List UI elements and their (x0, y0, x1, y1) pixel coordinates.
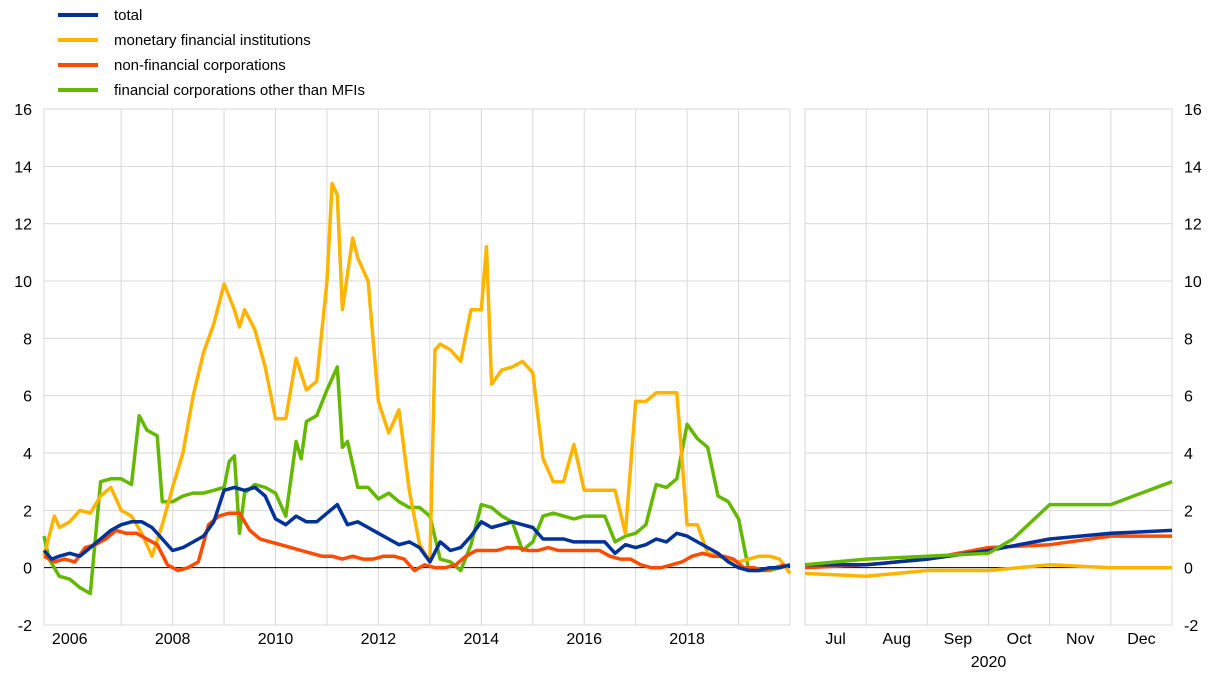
legend-item-non-financial-corporations: non-financial corporations (58, 57, 286, 74)
legend-label: total (114, 7, 142, 24)
right-y-tick-label: 0 (1184, 561, 1193, 578)
right-x-tick-label: Dec (1127, 631, 1155, 648)
right-panel: -2 0 2 4 6 8 10 12 14 16 Jul Aug Sep Oct Nov Dec 2020 (804, 102, 1202, 671)
left-y-tick-label: 4 (23, 446, 32, 463)
legend-item-financial-corporations-other-than-mfis: financial corporations other than MFIs (58, 82, 365, 99)
right-x-tick-label: Oct (1007, 631, 1032, 648)
legend-label: financial corporations other than MFIs (114, 82, 365, 99)
left-x-tick-label: 2012 (361, 631, 397, 648)
right-x-tick-label: Jul (825, 631, 845, 648)
left-y-tick-label: 8 (23, 331, 32, 348)
left-y-tick-label: 6 (23, 389, 32, 406)
legend: total monetary financial institutions non-… (58, 7, 365, 99)
right-y-tick-label: 2 (1184, 503, 1193, 520)
right-x-tick-label: Nov (1066, 631, 1094, 648)
right-y-tick-label: 8 (1184, 331, 1193, 348)
legend-item-total: total (58, 7, 142, 24)
left-y-tick-label: -2 (18, 618, 32, 635)
left-y-tick-label: 2 (23, 503, 32, 520)
right-y-tick-label: 4 (1184, 446, 1193, 463)
left-x-tick-label: 2006 (52, 631, 88, 648)
right-y-tick-label: 16 (1184, 102, 1202, 119)
legend-item-monetary-financial-institutions: monetary financial institutions (58, 32, 311, 49)
left-x-tick-label: 2018 (669, 631, 705, 648)
legend-label: monetary financial institutions (114, 32, 311, 49)
left-series-line-non-financial-corporations (43, 511, 786, 573)
right-x-tick-label: Sep (944, 631, 973, 648)
right-y-tick-label: 12 (1184, 217, 1202, 234)
left-y-tick-label: 10 (14, 274, 32, 291)
legend-label: non-financial corporations (114, 57, 286, 74)
right-y-tick-label: 10 (1184, 274, 1202, 291)
right-series-line-financial-corporations-other-than-mfis (804, 480, 1173, 567)
right-series-line-total (805, 528, 1173, 567)
left-y-tick-label: 0 (23, 561, 32, 578)
right-y-tick-label: 14 (1184, 159, 1202, 176)
left-y-tick-label: 12 (14, 217, 32, 234)
right-x-axis-label: 2020 (971, 654, 1007, 671)
left-x-tick-label: 2008 (155, 631, 191, 648)
left-series-line-monetary-financial-institutions (42, 181, 792, 575)
right-y-tick-label: 6 (1184, 389, 1193, 406)
left-x-tick-label: 2016 (566, 631, 602, 648)
right-series-line-monetary-financial-institutions (804, 563, 1172, 579)
left-panel: -2 0 2 4 6 8 10 12 14 16 2006 2008 2010 2012 2014 2016 2… (14, 102, 792, 648)
left-series-line-total (42, 485, 791, 573)
left-y-tick-label: 14 (14, 159, 32, 176)
right-x-tick-label: Aug (883, 631, 911, 648)
left-x-tick-label: 2014 (464, 631, 500, 648)
left-y-tick-label: 16 (14, 102, 32, 119)
right-y-tick-label: -2 (1184, 618, 1198, 635)
left-series-line-financial-corporations-other-than-mfis (42, 365, 791, 596)
left-x-tick-label: 2010 (258, 631, 294, 648)
